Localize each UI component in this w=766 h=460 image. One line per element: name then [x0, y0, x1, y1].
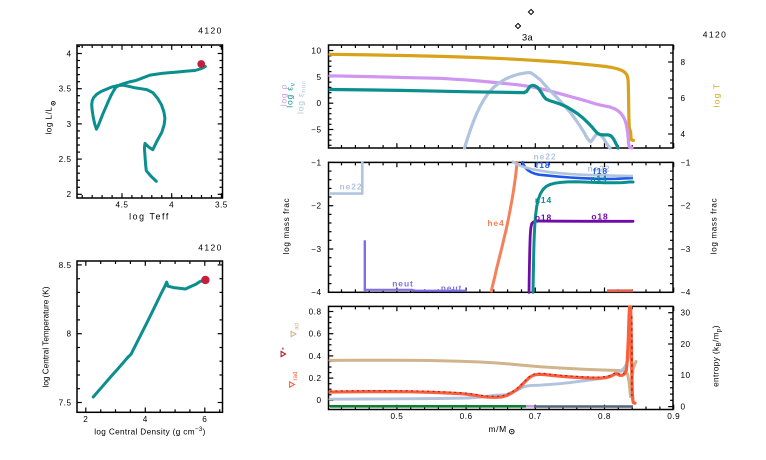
- svg-text:0: 0: [316, 99, 321, 108]
- svg-text:3: 3: [66, 120, 71, 129]
- svg-text:4120: 4120: [198, 26, 223, 36]
- svg-text:−1: −1: [311, 158, 321, 167]
- svg-text:ad: ad: [294, 323, 301, 330]
- svg-text:o18: o18: [535, 213, 552, 223]
- svg-text:0.6: 0.6: [460, 412, 473, 421]
- svg-text:0.5: 0.5: [390, 412, 403, 421]
- svg-text:2.5: 2.5: [59, 155, 72, 164]
- svg-text:20: 20: [681, 340, 691, 349]
- svg-text:log εν: log εν: [285, 82, 297, 107]
- svg-text:f18: f18: [536, 160, 551, 170]
- svg-text:8: 8: [681, 58, 686, 67]
- svg-text:−1: −1: [681, 158, 691, 167]
- svg-text:f18: f18: [593, 166, 608, 176]
- svg-text:0: 0: [681, 403, 686, 412]
- svg-text:neut: neut: [392, 279, 414, 289]
- svg-text:neut: neut: [441, 283, 463, 293]
- svg-text:7.5: 7.5: [59, 398, 72, 407]
- svg-text:0.9: 0.9: [667, 412, 680, 421]
- svg-text:−4: −4: [681, 288, 691, 297]
- svg-text:ne22: ne22: [534, 151, 557, 161]
- svg-text:log ρ: log ρ: [279, 84, 289, 107]
- svg-text:0.2: 0.2: [309, 374, 322, 383]
- svg-text:2: 2: [83, 415, 88, 424]
- svg-text:5: 5: [316, 73, 321, 82]
- svg-text:4: 4: [143, 415, 148, 424]
- svg-text:10: 10: [681, 371, 691, 380]
- svg-text:0.8: 0.8: [309, 307, 322, 316]
- svg-text:4120: 4120: [198, 243, 223, 253]
- svg-text:3a: 3a: [522, 33, 533, 43]
- svg-text:30: 30: [681, 309, 691, 318]
- svg-text:ne22: ne22: [588, 163, 611, 173]
- svg-text:o18: o18: [591, 211, 608, 221]
- svg-text:4.5: 4.5: [116, 200, 129, 209]
- svg-text:10: 10: [311, 46, 321, 55]
- svg-text:−2: −2: [311, 202, 321, 211]
- svg-text:he4: he4: [487, 218, 504, 228]
- svg-text:*: *: [282, 347, 289, 350]
- svg-text:4: 4: [169, 200, 174, 209]
- svg-text:3.5: 3.5: [59, 85, 72, 94]
- svg-text:−2: −2: [681, 202, 691, 211]
- svg-text:0: 0: [316, 396, 321, 405]
- svg-text:4120: 4120: [703, 30, 728, 40]
- svg-text:log mass frac: log mass frac: [710, 198, 719, 255]
- svg-text:−3: −3: [681, 245, 691, 254]
- svg-text:log L/L: log L/L: [45, 106, 54, 134]
- svg-text:4: 4: [66, 49, 71, 58]
- svg-text:0.4: 0.4: [309, 352, 322, 361]
- svg-text:m/M: m/M: [489, 424, 507, 434]
- svg-text:−5: −5: [311, 125, 321, 134]
- svg-text:log Central Density (g cm−3): log Central Density (g cm−3): [94, 426, 206, 436]
- svg-text:8.5: 8.5: [59, 261, 72, 270]
- svg-text:0.7: 0.7: [529, 412, 542, 421]
- svg-text:4: 4: [681, 130, 686, 139]
- svg-text:−3: −3: [311, 245, 321, 254]
- svg-text:ne22: ne22: [340, 181, 363, 191]
- svg-text:log mass frac: log mass frac: [282, 198, 291, 255]
- svg-text:rad: rad: [292, 371, 299, 381]
- svg-text:0.6: 0.6: [309, 330, 322, 339]
- svg-text:entropy (kB/mp): entropy (kB/mp): [712, 325, 723, 387]
- svg-text:0.8: 0.8: [598, 412, 611, 421]
- svg-text:2: 2: [66, 190, 71, 199]
- svg-text:8: 8: [66, 330, 71, 339]
- svg-text:6: 6: [202, 415, 207, 424]
- svg-text:log T: log T: [712, 83, 722, 108]
- svg-text:log Central Temperature (K): log Central Temperature (K): [42, 286, 51, 387]
- svg-text:−4: −4: [311, 288, 321, 297]
- svg-text:n14: n14: [590, 173, 607, 183]
- svg-text:3.5: 3.5: [215, 200, 228, 209]
- svg-text:n14: n14: [535, 195, 552, 205]
- svg-text:log Teff: log Teff: [129, 212, 170, 222]
- svg-text:6: 6: [681, 94, 686, 103]
